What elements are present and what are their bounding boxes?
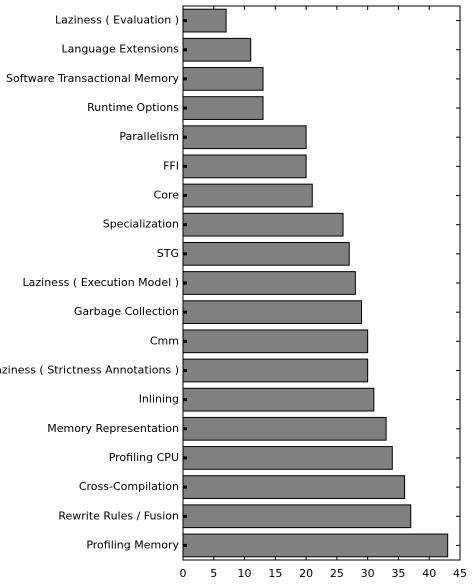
category-label: Laziness ( Evaluation ) xyxy=(55,14,179,27)
bar xyxy=(182,446,393,470)
x-tick-label: 20 xyxy=(299,567,313,580)
category-label: Cmm xyxy=(150,334,179,347)
x-tick-label: 15 xyxy=(268,567,282,580)
bar xyxy=(182,67,264,91)
bar xyxy=(182,212,344,237)
category-label: FFI xyxy=(163,159,179,172)
bar xyxy=(182,300,363,325)
bar xyxy=(182,387,375,412)
x-tick-label: 25 xyxy=(330,567,344,580)
category-label: Parallelism xyxy=(119,130,179,143)
category-label: Rewrite Rules / Fusion xyxy=(58,509,179,522)
category-label: Runtime Options xyxy=(87,101,179,114)
bar xyxy=(182,271,356,295)
category-label: STG xyxy=(157,247,179,260)
category-label: Garbage Collection xyxy=(74,305,179,318)
bar xyxy=(182,533,449,558)
bar xyxy=(182,475,406,499)
bars-group xyxy=(182,8,449,558)
category-label: Language Extensions xyxy=(61,43,179,56)
category-label: Laziness ( Strictness Annotations ) xyxy=(0,363,179,376)
bar xyxy=(182,241,350,266)
category-label: Cross-Compilation xyxy=(79,480,179,493)
bar xyxy=(182,358,369,383)
x-tick-label: 10 xyxy=(238,567,252,580)
bar xyxy=(182,154,307,179)
category-label: Profiling Memory xyxy=(86,538,179,551)
category-label: Inlining xyxy=(139,393,179,406)
category-label: Memory Representation xyxy=(47,422,179,435)
labels-group: Laziness ( Evaluation ) Language Extensio… xyxy=(0,14,467,580)
category-label: Specialization xyxy=(103,218,179,231)
bar xyxy=(182,329,369,354)
category-label: Core xyxy=(154,189,180,202)
bar xyxy=(182,125,307,150)
x-tick-label: 45 xyxy=(453,567,467,580)
bar xyxy=(182,504,412,529)
bar xyxy=(182,183,313,208)
x-tick-label: 35 xyxy=(391,567,405,580)
plot-frame xyxy=(182,5,461,561)
bar xyxy=(182,8,227,33)
category-label: Software Transactional Memory xyxy=(6,72,179,85)
x-tick-label: 40 xyxy=(422,567,436,580)
bar xyxy=(182,96,264,120)
x-tick-label: 0 xyxy=(180,567,187,580)
x-tick-label: 5 xyxy=(210,567,217,580)
x-tick-label: 30 xyxy=(361,567,375,580)
bar xyxy=(182,416,387,441)
category-label: Laziness ( Execution Model ) xyxy=(23,276,179,289)
category-label: Profiling CPU xyxy=(109,451,179,464)
bar xyxy=(182,37,252,62)
